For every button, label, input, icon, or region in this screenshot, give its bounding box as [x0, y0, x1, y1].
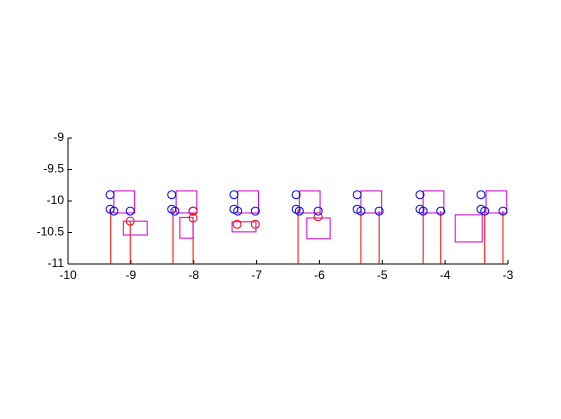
box: [175, 190, 198, 214]
y-tick-label: -9.5: [43, 162, 64, 176]
point: [418, 206, 428, 216]
y-tick-label: -10.5: [37, 225, 65, 239]
y-tick-label: -9: [53, 130, 64, 144]
point: [352, 190, 362, 200]
box: [179, 216, 194, 239]
box: [306, 217, 331, 240]
point: [374, 206, 384, 216]
point: [188, 213, 198, 223]
box: [298, 190, 321, 214]
y-tick-label: -11: [48, 256, 65, 270]
x-tick-label: -4: [440, 268, 451, 282]
point: [480, 206, 490, 216]
point: [476, 190, 486, 200]
point: [313, 212, 323, 222]
point: [188, 206, 198, 216]
point: [229, 190, 239, 200]
point: [233, 206, 243, 216]
box: [237, 190, 259, 214]
box: [360, 190, 383, 214]
x-tick-label: -9: [126, 268, 137, 282]
point: [313, 206, 323, 216]
point: [125, 206, 135, 216]
box: [113, 190, 136, 214]
point: [291, 190, 301, 200]
x-tick-label: -3: [503, 268, 514, 282]
point: [167, 190, 177, 200]
point: [436, 206, 446, 216]
point: [109, 206, 119, 216]
x-tick-label: -6: [314, 268, 325, 282]
point: [105, 190, 115, 200]
box: [454, 214, 483, 243]
point: [415, 190, 425, 200]
x-tick-label: -7: [251, 268, 262, 282]
point: [294, 206, 304, 216]
point: [498, 206, 508, 216]
point: [170, 206, 180, 216]
point: [250, 206, 260, 216]
x-tick-label: -8: [188, 268, 199, 282]
point: [125, 216, 135, 226]
box: [122, 220, 148, 236]
point: [250, 219, 260, 229]
box: [485, 190, 508, 214]
x-tick-label: -5: [377, 268, 388, 282]
point: [356, 206, 366, 216]
x-tick-label: -10: [59, 268, 77, 282]
y-tick-label: -10: [47, 193, 65, 207]
box: [231, 221, 257, 233]
point: [232, 219, 242, 229]
box: [422, 190, 445, 214]
